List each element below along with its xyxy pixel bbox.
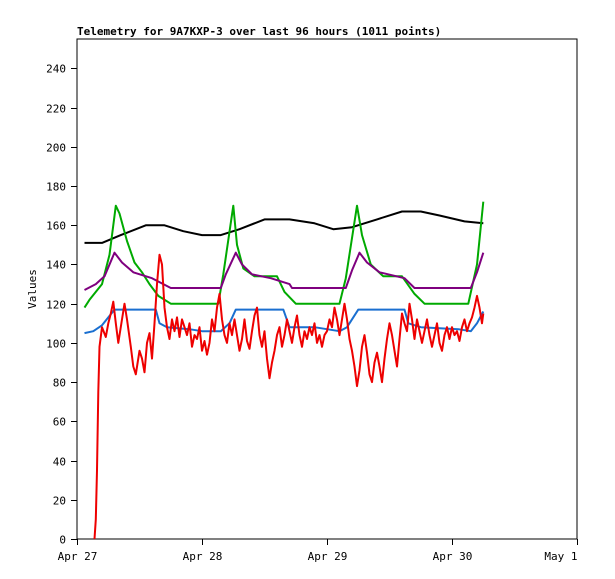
chart-title: Telemetry for 9A7KXP-3 over last 96 hour… — [77, 25, 441, 38]
series-line-1 — [84, 210, 484, 244]
y-axis: 0 20 40 60 80 100 120 140 160 180 200 220 240 — [46, 63, 77, 547]
y-tick-label: 0 — [59, 534, 66, 547]
x-tick-label: May 1 — [544, 550, 577, 563]
y-tick-label: 220 — [46, 103, 66, 116]
y-tick-label: 120 — [46, 299, 66, 312]
y-tick-label: 180 — [46, 181, 66, 194]
y-tick-label: 140 — [46, 259, 66, 272]
y-tick-label: 40 — [53, 456, 66, 469]
series-line-3 — [84, 251, 485, 291]
y-tick-label: 60 — [53, 416, 66, 429]
y-tick-label: 160 — [46, 220, 66, 233]
x-axis: Apr 27 Apr 28 Apr 29 Apr 30 May 1 — [58, 539, 578, 563]
x-tick-label: Apr 30 — [433, 550, 473, 563]
x-tick-label: Apr 29 — [308, 550, 348, 563]
y-tick-label: 240 — [46, 63, 66, 76]
series-line-5 — [93, 253, 485, 540]
y-tick-label: 100 — [46, 338, 66, 351]
y-tick-label: 200 — [46, 142, 66, 155]
x-tick-label: Apr 27 — [58, 550, 98, 563]
x-tick-label: Apr 28 — [183, 550, 223, 563]
y-axis-label: Values — [26, 269, 39, 309]
series-group — [83, 201, 485, 540]
y-tick-label: 20 — [53, 495, 66, 508]
y-tick-label: 80 — [53, 377, 66, 390]
